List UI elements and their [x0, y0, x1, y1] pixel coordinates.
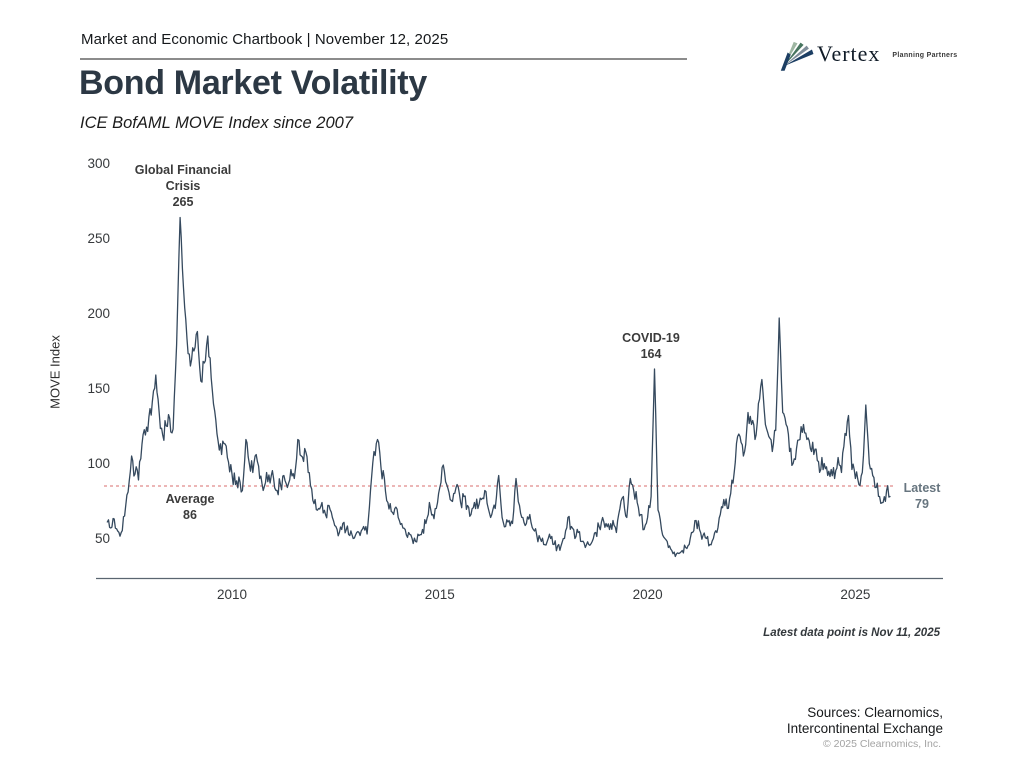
- copyright: © 2025 Clearnomics, Inc.: [822, 738, 941, 750]
- latest-data-note: Latest data point is Nov 11, 2025: [763, 627, 940, 639]
- sources: Sources: Clearnomics, Intercontinental E…: [787, 705, 943, 736]
- annotation-label: COVID-19: [622, 331, 680, 345]
- y-tick-50: 50: [94, 531, 110, 546]
- annotation-value: 164: [640, 347, 662, 361]
- x-tick-2015: 2015: [424, 587, 455, 602]
- header-rule: [80, 58, 687, 60]
- page-subtitle: ICE BofAML MOVE Index since 2007: [80, 114, 353, 132]
- chartbook-header: Market and Economic Chartbook | November…: [81, 31, 449, 48]
- x-tick-2010: 2010: [216, 587, 248, 602]
- vertex-fan-icon: [777, 37, 815, 71]
- vertex-wordmark: Vertex: [817, 41, 881, 66]
- move-index-line: [106, 216, 891, 558]
- page-title: Bond Market Volatility: [79, 64, 427, 102]
- logo-tagline: Planning Partners: [892, 52, 958, 59]
- y-tick-150: 150: [87, 381, 110, 396]
- annotation-label: Average: [165, 492, 215, 506]
- annotation-average: Average 86: [140, 491, 240, 523]
- annotation-label: Latest: [903, 481, 941, 495]
- y-tick-200: 200: [87, 306, 110, 321]
- sources-line-1: Sources: Clearnomics,: [807, 705, 943, 720]
- annotation-global-financial-crisis: Global Financial Crisis 265: [122, 162, 244, 210]
- vertex-logo: Vertex Planning Partners: [777, 36, 957, 72]
- annotation-covid-19: COVID-19 164: [601, 330, 701, 362]
- annotation-value: 79: [915, 497, 929, 511]
- x-tick-2025: 2025: [840, 587, 871, 602]
- annotation-value: 265: [172, 195, 194, 209]
- annotation-latest: Latest 79: [872, 480, 972, 512]
- annotation-label: Global Financial Crisis: [134, 163, 232, 193]
- y-tick-250: 250: [87, 231, 110, 246]
- sources-line-2: Intercontinental Exchange: [786, 720, 943, 736]
- y-tick-300: 300: [87, 156, 110, 171]
- y-tick-100: 100: [87, 456, 110, 471]
- annotation-value: 86: [183, 508, 197, 522]
- x-tick-2020: 2020: [632, 587, 663, 602]
